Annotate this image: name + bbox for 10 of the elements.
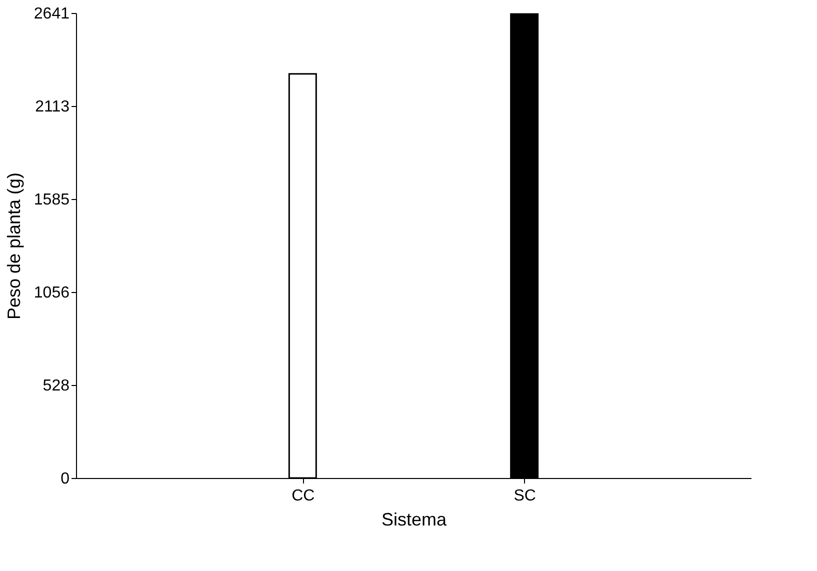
y-tick-label: 1056	[34, 284, 70, 302]
y-tick-label: 1585	[34, 191, 70, 208]
y-tick-label: 0	[60, 470, 70, 488]
y-tick-label: 528	[42, 378, 70, 395]
y-axis-title: Peso de planta (g)	[4, 172, 24, 320]
y-tick-label: 2113	[35, 98, 70, 116]
y-tick-label: 2641	[34, 6, 70, 22]
x-tick-label: CC	[292, 488, 315, 504]
x-tick-label: SC	[514, 488, 536, 504]
x-axis-title: Sistema	[381, 510, 448, 530]
